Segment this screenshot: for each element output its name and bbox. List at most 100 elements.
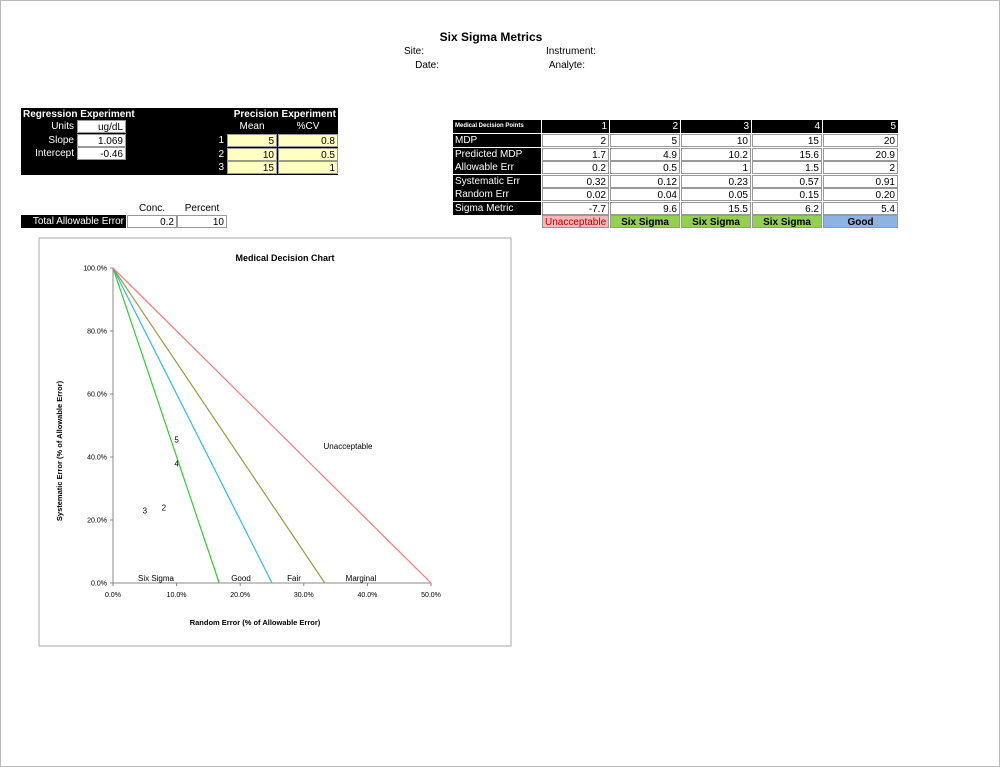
column-header: 1 xyxy=(542,120,609,133)
cell: 0.23 xyxy=(681,174,751,188)
cell: 10.2 xyxy=(681,147,751,161)
y-tick-label: 0.0% xyxy=(91,581,107,588)
row-label: Predicted MDP xyxy=(453,147,541,161)
cell: 0.2 xyxy=(127,215,177,228)
row-label: Intercept xyxy=(21,147,76,160)
cell: 15.6 xyxy=(752,147,822,161)
column-header: Percent xyxy=(184,203,220,214)
x-tick-label: 30.0% xyxy=(294,592,314,599)
cell: 0.04 xyxy=(610,188,680,201)
boundary-line xyxy=(112,267,326,584)
cell: 5 xyxy=(227,134,277,147)
column-header: Conc. xyxy=(138,203,166,214)
cell: 1 xyxy=(278,161,338,174)
cell: 1.5 xyxy=(752,161,822,174)
cell: 0.5 xyxy=(278,147,338,161)
cell: 1.069 xyxy=(77,133,126,147)
cell: 2 xyxy=(542,134,609,147)
cell: 1 xyxy=(681,161,751,174)
y-tick-label: 100.0% xyxy=(83,266,107,273)
row-index: 1 xyxy=(196,134,226,147)
cell: 0.57 xyxy=(752,174,822,188)
rating: Good xyxy=(823,215,898,228)
row-label: MDP xyxy=(453,134,541,147)
row-label: Systematic Err xyxy=(453,174,541,188)
cell: 0.02 xyxy=(542,188,609,201)
y-tick-label: 40.0% xyxy=(87,455,107,462)
rating: Unacceptable xyxy=(542,215,609,228)
zone-label: Six Sigma xyxy=(138,574,175,583)
cell: 15 xyxy=(752,134,822,147)
column-header: %CV xyxy=(278,120,338,133)
column-header: Mean xyxy=(227,120,277,133)
cell: 0.2 xyxy=(542,161,609,174)
cell: 20 xyxy=(823,134,898,147)
row-label: Total Allowable Error xyxy=(21,215,126,228)
row-index: 2 xyxy=(196,147,226,161)
cell: 10 xyxy=(177,215,227,228)
cell: 15.5 xyxy=(681,201,751,215)
y-axis-label: Systematic Error (% of Allowable Error) xyxy=(55,380,64,521)
column-header: 4 xyxy=(752,120,822,133)
chart-frame xyxy=(38,237,512,647)
cell: 10 xyxy=(681,134,751,147)
rating: Six Sigma xyxy=(610,215,680,228)
cell: 0.91 xyxy=(823,174,898,188)
y-tick-label: 20.0% xyxy=(87,518,107,525)
cell: 5.4 xyxy=(823,201,898,215)
cell: 0.32 xyxy=(542,174,609,188)
chart-title: Medical Decision Chart xyxy=(235,253,334,263)
cell: 0.8 xyxy=(278,134,338,147)
zone-label: Good xyxy=(231,574,251,583)
boundary-line xyxy=(112,267,432,584)
cell: 1.7 xyxy=(542,147,609,161)
zone-label: Unacceptable xyxy=(324,442,373,451)
cell: ug/dL xyxy=(77,120,126,133)
cell: 2 xyxy=(823,161,898,174)
cell: 15 xyxy=(227,161,277,174)
cell: 6.2 xyxy=(752,201,822,215)
cell: 0.12 xyxy=(610,174,680,188)
zone-label: Marginal xyxy=(346,574,377,583)
cell: 9.6 xyxy=(610,201,680,215)
cell: 0.15 xyxy=(752,188,822,201)
cell: -0.46 xyxy=(77,147,126,160)
cell: 5 xyxy=(610,134,680,147)
cell: 20.9 xyxy=(823,147,898,161)
field-label: Date: xyxy=(415,60,439,71)
row-label: Allowable Err xyxy=(453,161,541,174)
cell: 10 xyxy=(227,147,277,161)
column-header: 3 xyxy=(681,120,751,133)
row-label: Sigma Metric xyxy=(453,201,541,215)
data-point: 3 xyxy=(143,507,148,516)
title: Six Sigma Metrics xyxy=(439,30,543,44)
rating: Six Sigma xyxy=(752,215,822,228)
field-label: Analyte: xyxy=(548,60,585,71)
cell: -7.7 xyxy=(542,201,609,215)
data-point: 4 xyxy=(174,459,179,468)
x-axis-label: Random Error (% of Allowable Error) xyxy=(190,618,321,627)
rating: Six Sigma xyxy=(681,215,751,228)
row-label: Slope xyxy=(21,133,76,147)
row-label: Random Err xyxy=(453,188,541,201)
row-index: 3 xyxy=(196,161,226,174)
x-tick-label: 0.0% xyxy=(105,592,121,599)
table-title: Precision Experiment xyxy=(221,108,338,121)
table-title: Medical Decision Points xyxy=(453,120,541,133)
row-label: Units xyxy=(21,120,76,133)
y-tick-label: 80.0% xyxy=(87,329,107,336)
x-tick-label: 40.0% xyxy=(357,592,377,599)
x-tick-label: 50.0% xyxy=(421,592,441,599)
field-label: Site: xyxy=(403,46,424,57)
column-header: 2 xyxy=(610,120,680,133)
y-tick-label: 60.0% xyxy=(87,392,107,399)
data-point: 5 xyxy=(174,436,179,445)
cell: 4.9 xyxy=(610,147,680,161)
field-label: Instrument: xyxy=(545,46,596,57)
table-title: Regression Experiment xyxy=(21,108,141,121)
cell: 0.05 xyxy=(681,188,751,201)
cell: 0.20 xyxy=(823,188,898,201)
data-point: 2 xyxy=(162,503,167,512)
